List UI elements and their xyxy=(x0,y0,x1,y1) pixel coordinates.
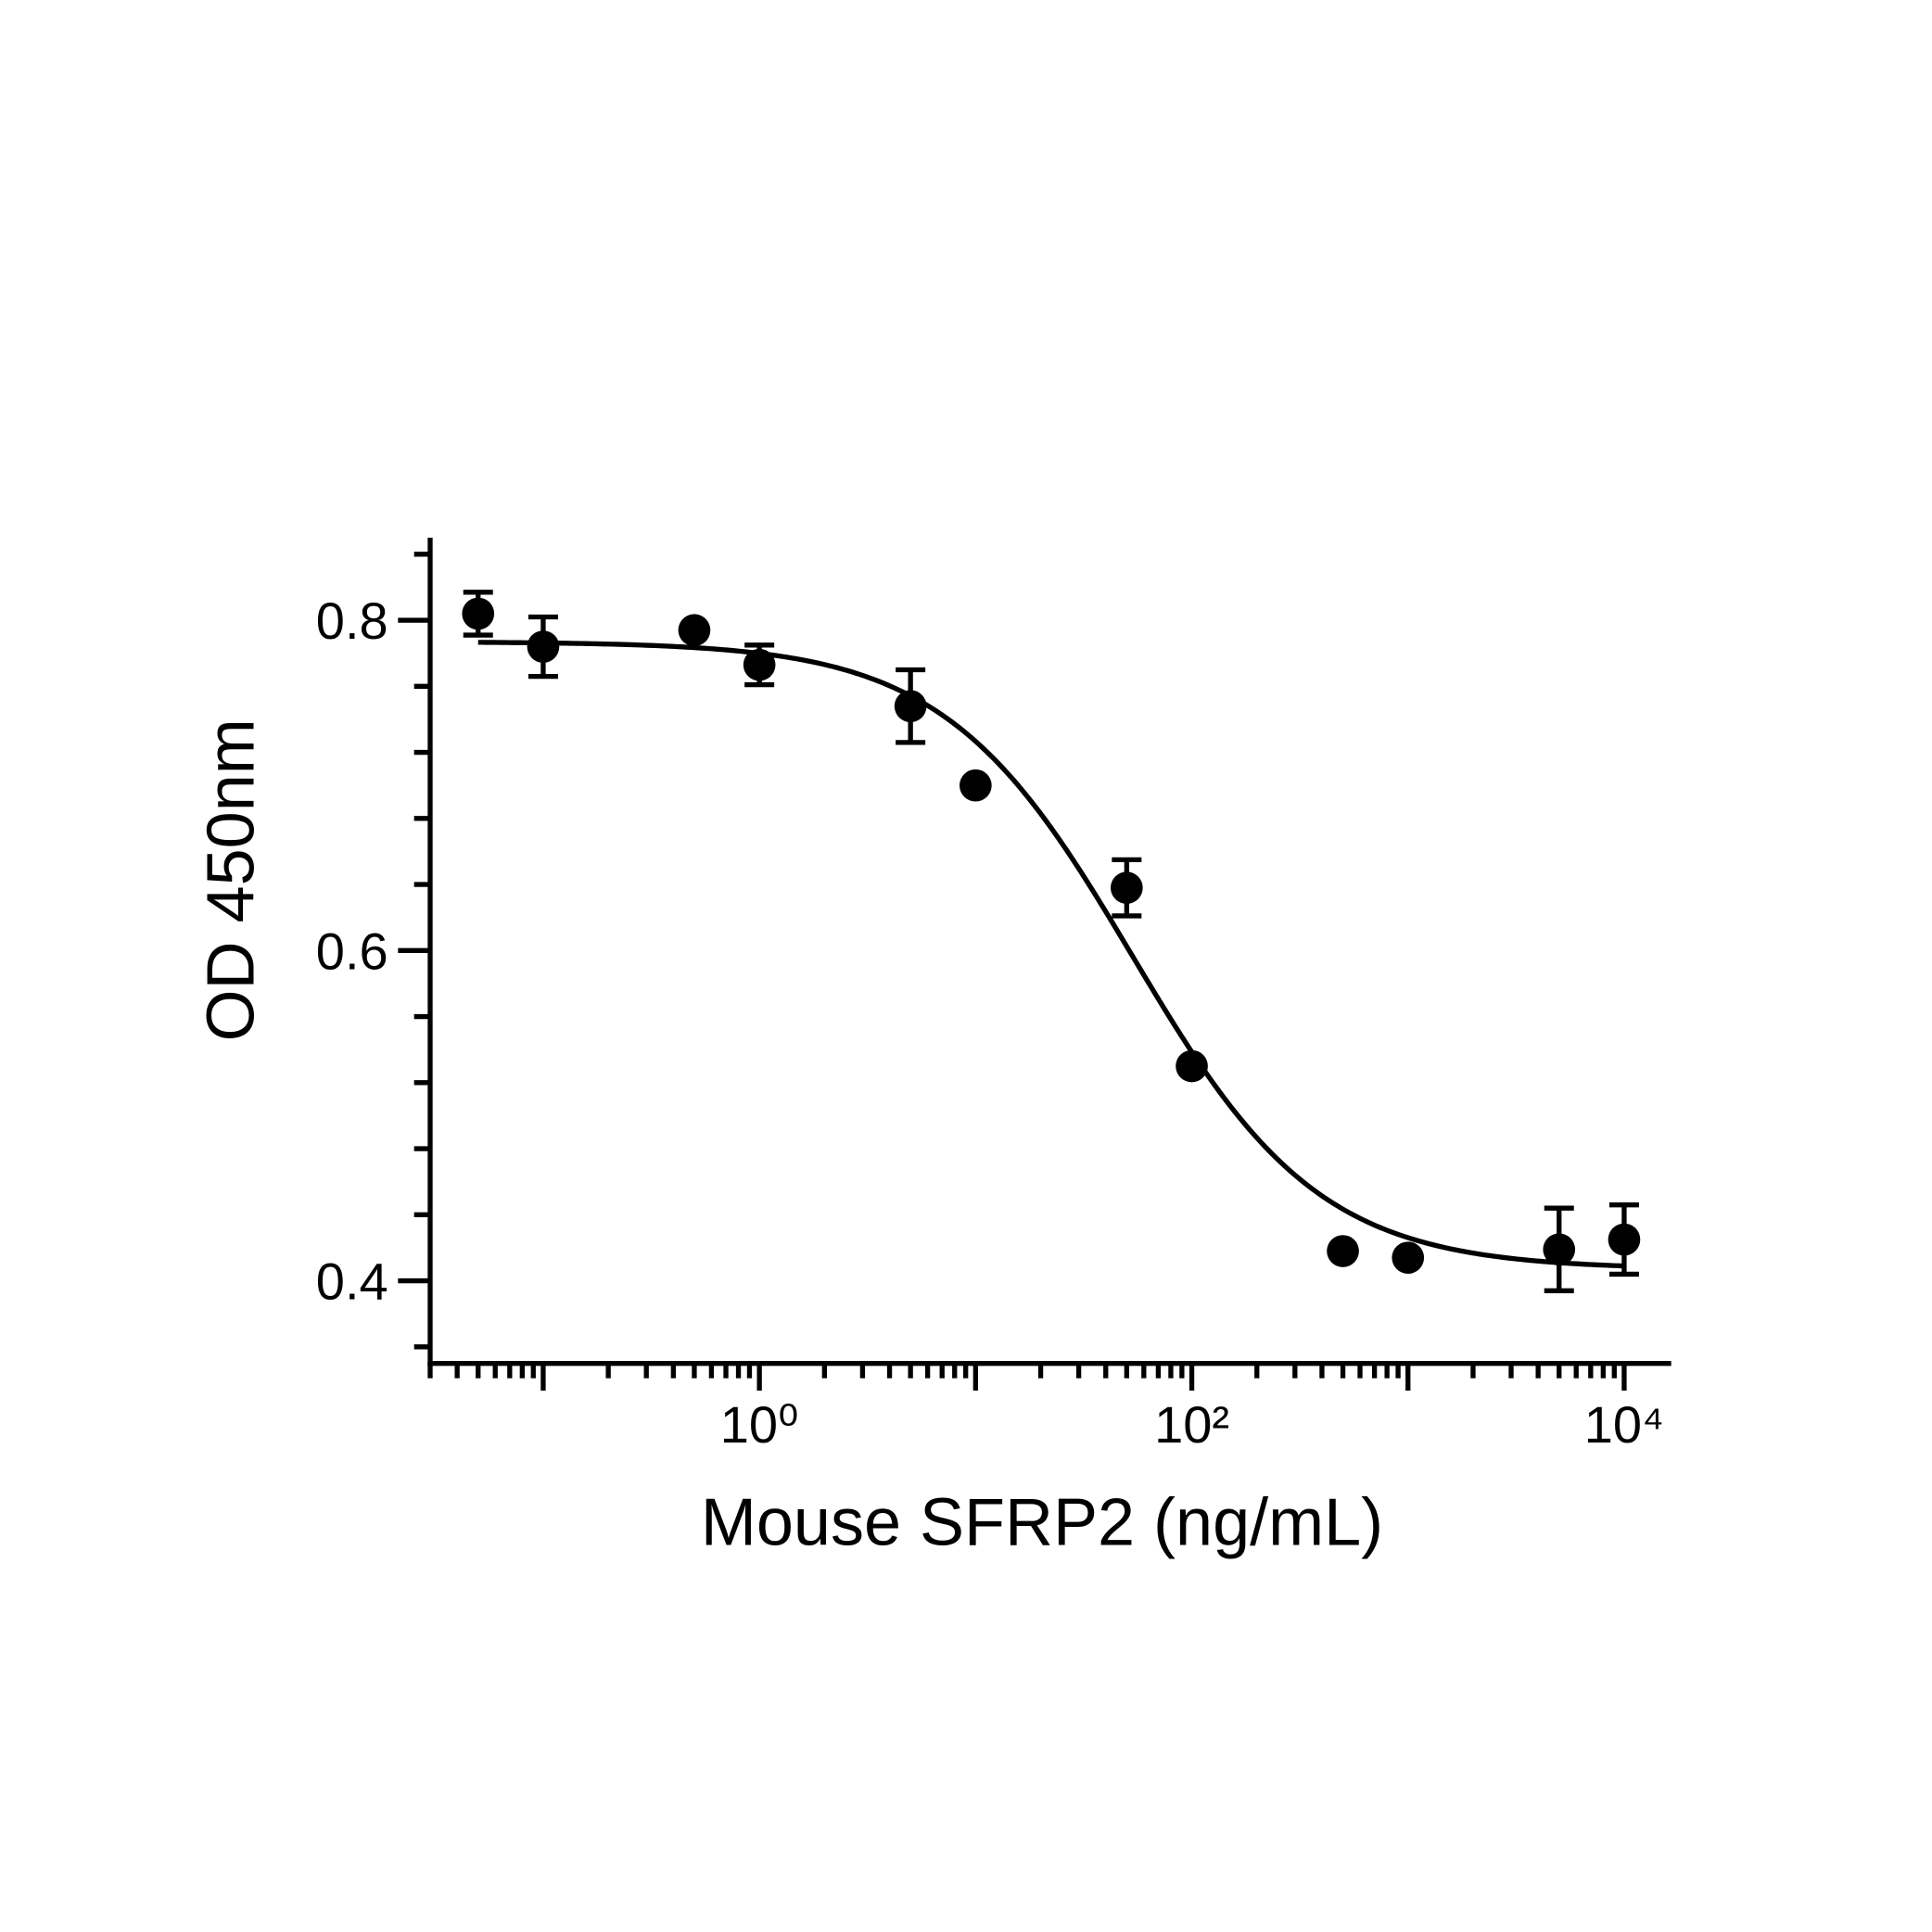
y-tick-label: 0.4 xyxy=(316,1252,388,1311)
x-axis-title: Mouse SFRP2 (ng/mL) xyxy=(701,1486,1383,1560)
data-point xyxy=(1608,1223,1641,1256)
data-point xyxy=(743,648,776,681)
x-tick-label: 10⁰ xyxy=(720,1395,799,1454)
data-point xyxy=(1327,1235,1359,1267)
y-tick-label: 0.6 xyxy=(316,922,388,980)
fit-curve xyxy=(477,640,1625,1269)
data-point xyxy=(1111,871,1143,904)
data-point xyxy=(527,630,560,663)
data-point xyxy=(678,614,711,647)
y-tick-label: 0.8 xyxy=(316,591,388,650)
data-point xyxy=(1176,1049,1208,1083)
data-point xyxy=(1392,1241,1425,1274)
data-point xyxy=(1543,1233,1576,1266)
y-axis-title: OD 450nm xyxy=(194,718,268,1041)
x-tick-label: 10⁴ xyxy=(1584,1395,1664,1454)
data-point xyxy=(462,597,495,630)
data-point xyxy=(960,769,992,802)
x-tick-label: 10² xyxy=(1154,1395,1229,1454)
data-point xyxy=(894,690,927,723)
